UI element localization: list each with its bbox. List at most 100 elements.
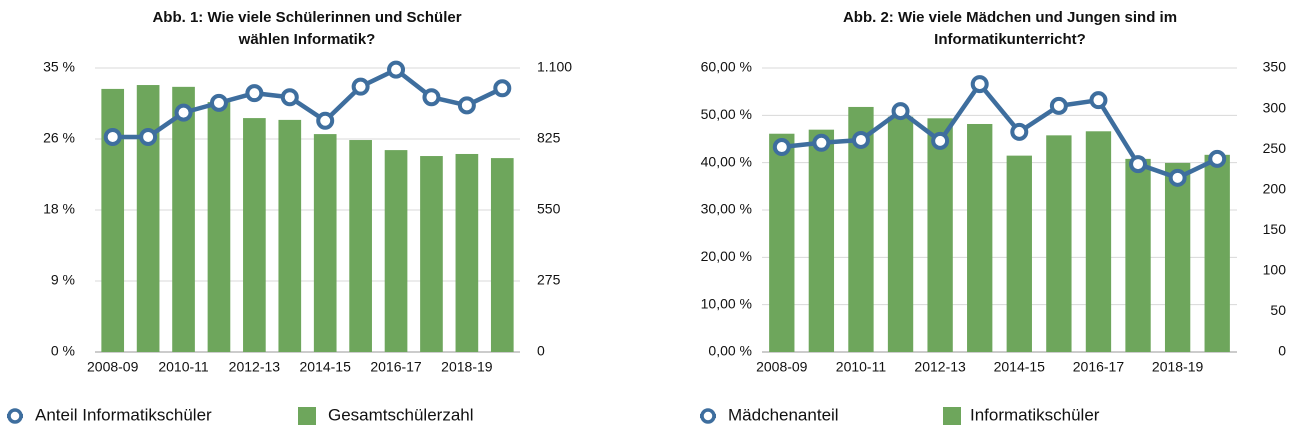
bar [455,153,479,352]
y2-tick-label: 300 [1263,99,1287,115]
bar [136,85,160,352]
bar [172,86,195,352]
line-marker [457,96,476,115]
line-marker [209,93,228,112]
legend-label: Mädchenanteil [728,405,839,424]
line-marker [1129,155,1148,174]
line-marker [970,75,989,94]
y2-tick-label: 100 [1263,262,1287,278]
line-marker [103,127,122,146]
line-marker [1049,96,1068,115]
y2-tick-label: 250 [1263,140,1287,156]
x-tick-label: 2010-11 [836,359,887,375]
chart: Abb. 2: Wie viele Mädchen und Jungen sin… [700,9,1286,425]
bar [808,129,835,352]
y2-tick-label: 0 [537,343,545,359]
x-tick-label: 2016-17 [370,359,422,375]
y-tick-label: 26 % [43,130,75,146]
line-marker [245,84,264,103]
x-tick-label: 2018-19 [1152,359,1204,375]
legend-label: Anteil Informatikschüler [35,405,212,424]
line-marker [1010,122,1029,141]
x-tick-label: 2014-15 [300,359,352,375]
chart-title: wählen Informatik? [238,31,376,48]
bar [313,134,337,352]
line-marker [493,79,512,98]
bar [927,118,953,353]
legend-swatch [298,407,316,425]
y-tick-label: 50,00 % [701,106,752,122]
bar [278,119,302,352]
bar [384,150,408,352]
chart-title: Informatikunterricht? [934,31,1086,48]
y2-tick-label: 150 [1263,221,1287,237]
y2-tick-label: 350 [1263,59,1287,75]
line-marker [174,103,193,122]
line-marker [422,88,441,107]
legend-swatch [943,407,961,425]
y-tick-label: 0,00 % [708,343,752,359]
chart: Abb. 1: Wie viele Schülerinnen und Schül… [7,9,572,425]
line-marker [772,138,791,157]
x-tick-label: 2010-11 [158,359,209,375]
x-tick-label: 2018-19 [441,359,493,375]
line-marker [351,77,370,96]
y2-tick-label: 0 [1278,343,1286,359]
bar [207,102,231,352]
line-marker [812,133,831,152]
y-tick-label: 35 % [43,59,75,75]
bar [490,158,514,352]
bar [420,156,443,352]
bar [349,140,372,352]
chart-title: Abb. 2: Wie viele Mädchen und Jungen sin… [843,9,1177,26]
line-marker [387,60,406,79]
y2-tick-label: 825 [537,130,561,146]
y-tick-label: 60,00 % [701,59,752,75]
y-tick-label: 18 % [43,201,75,217]
x-tick-label: 2012-13 [914,359,966,375]
x-tick-label: 2008-09 [756,359,808,375]
line-marker [1208,149,1227,168]
legend-label: Informatikschüler [970,405,1100,424]
y2-tick-label: 200 [1263,180,1287,196]
x-tick-label: 2012-13 [229,359,281,375]
y-tick-label: 9 % [51,272,75,288]
line [781,81,1219,181]
y-tick-label: 30,00 % [701,201,752,217]
y-tick-label: 20,00 % [701,248,752,264]
bar [101,88,125,353]
line-marker [851,130,870,149]
bar [769,133,795,352]
x-tick-label: 2008-09 [87,359,139,375]
line-marker [931,131,950,150]
line-marker [891,102,910,121]
bar [1085,131,1112,352]
y2-tick-label: 1.100 [537,59,572,75]
y-tick-label: 40,00 % [701,153,752,169]
y2-tick-label: 275 [537,272,561,288]
x-tick-label: 2016-17 [1073,359,1125,375]
line-marker [139,127,158,146]
bar [1125,158,1151,352]
bar [967,123,993,352]
legend-label: Gesamtschülerzahl [328,405,474,424]
legend-swatch [7,408,23,424]
y-tick-label: 10,00 % [701,295,752,311]
bar [1006,155,1032,352]
line-marker [280,88,299,107]
y2-tick-label: 550 [537,201,561,217]
y2-tick-label: 50 [1270,302,1286,318]
bar [1204,154,1230,352]
chart-title: Abb. 1: Wie viele Schülerinnen und Schül… [152,9,461,26]
line [112,67,504,140]
bar [1164,162,1191,352]
x-tick-label: 2014-15 [994,359,1046,375]
bar [243,118,266,352]
legend-swatch [700,408,716,424]
line-marker [1168,168,1187,187]
bar [1046,135,1072,352]
line-marker [1089,91,1108,110]
y-tick-label: 0 % [51,343,75,359]
bar [887,116,914,352]
